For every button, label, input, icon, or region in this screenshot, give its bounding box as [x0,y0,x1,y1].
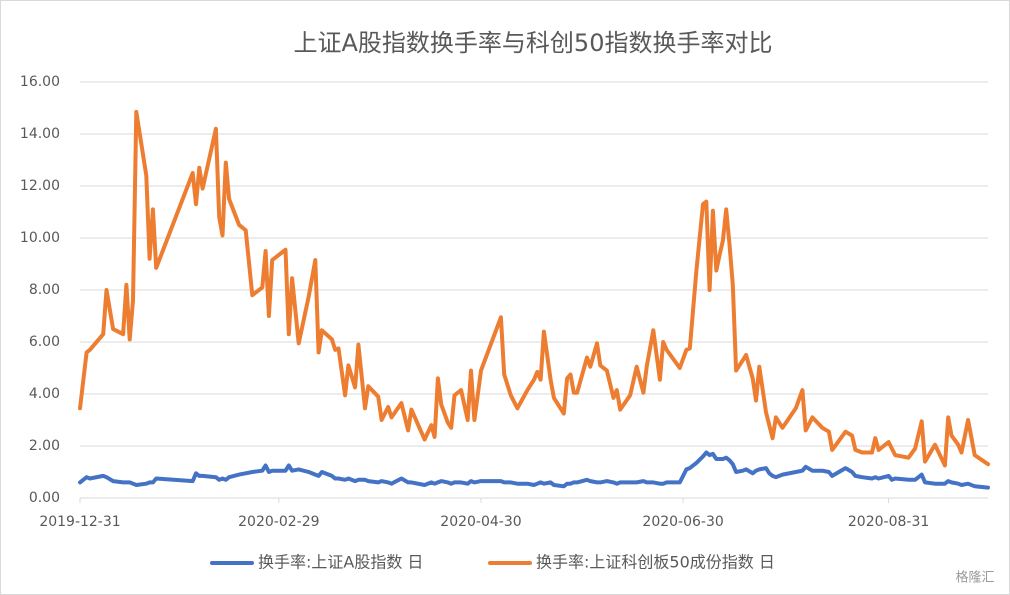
x-tick-label: 2020-08-31 [848,514,929,530]
x-tick-label: 2019-12-31 [39,514,120,530]
y-tick-label: 4.00 [29,386,60,402]
y-tick-label: 8.00 [29,282,60,298]
legend-label: 换手率:上证A股指数 日 [258,553,423,572]
y-tick-label: 2.00 [29,438,60,454]
series-line [78,109,990,468]
y-tick-label: 6.00 [29,334,60,350]
y-tick-label: 0.00 [29,490,60,506]
series-line [78,450,990,490]
legend-label: 换手率:上证科创板50成份指数 日 [536,553,775,572]
y-tick-label: 16.00 [20,74,60,90]
x-tick-label: 2020-06-30 [642,514,723,530]
y-tick-label: 14.00 [20,126,60,142]
y-tick-label: 12.00 [20,178,60,194]
chart-title: 上证A股指数换手率与科创50指数换手率对比 [294,29,773,57]
x-tick-label: 2020-04-30 [440,514,521,530]
y-tick-label: 10.00 [20,230,60,246]
x-tick-label: 2020-02-29 [238,514,319,530]
watermark: 格隆汇 [955,570,994,586]
